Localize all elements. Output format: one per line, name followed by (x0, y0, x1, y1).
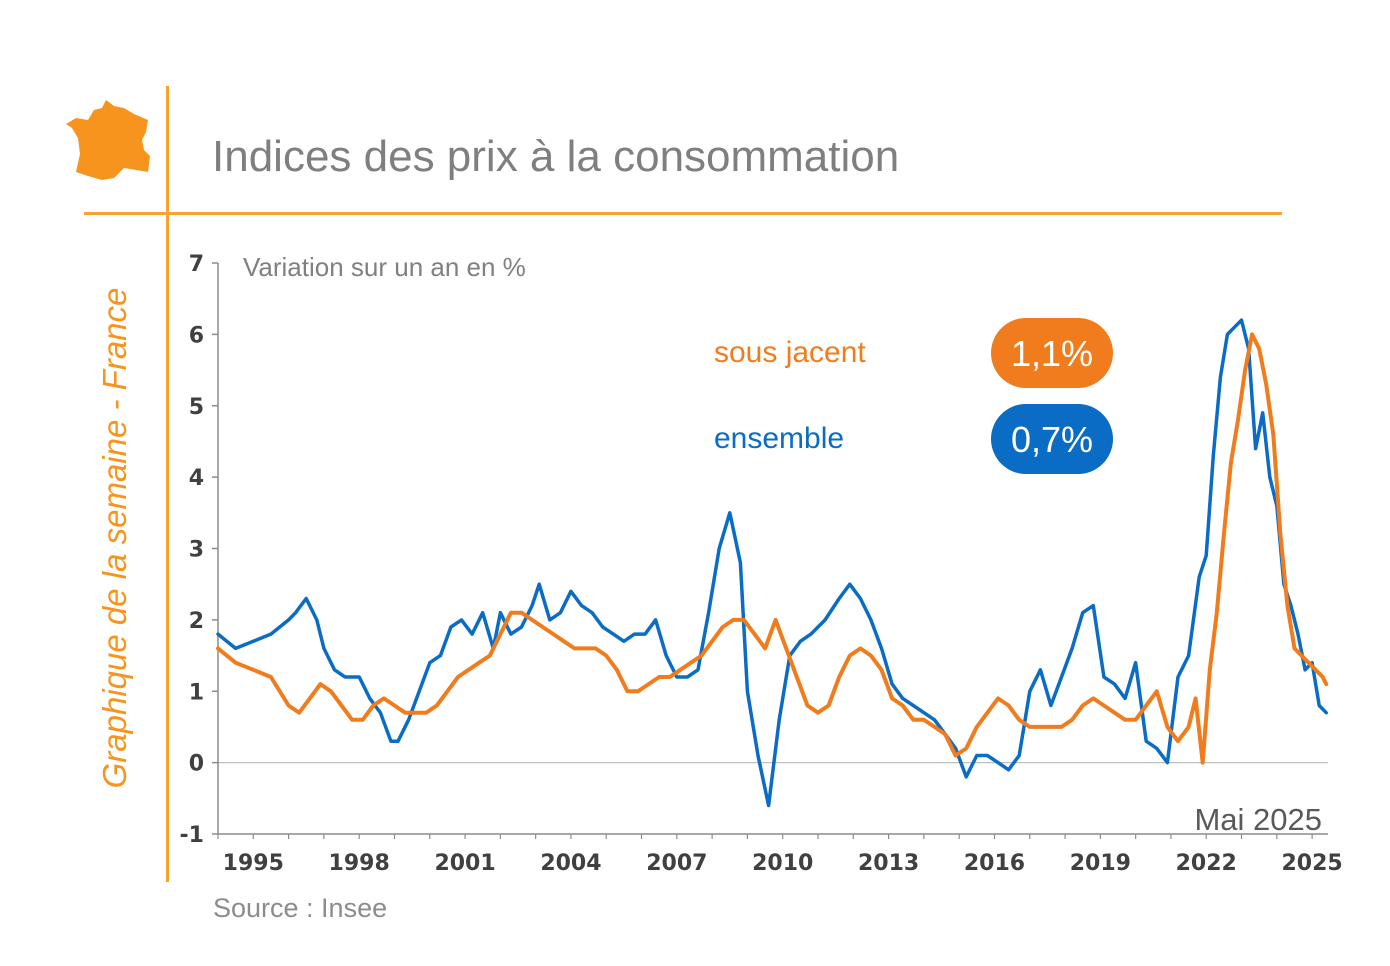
legend-label-ensemble: ensemble (714, 422, 844, 455)
y-tick-label: 6 (189, 323, 204, 348)
x-tick-label: 1995 (223, 851, 284, 876)
legend-badge-sous-jacent (991, 318, 1113, 388)
y-tick-label: 7 (189, 252, 204, 277)
legend-label-sous-jacent: sous jacent (714, 336, 866, 369)
x-tick-label: 2013 (858, 851, 919, 876)
x-tick-label: 2001 (434, 851, 495, 876)
source-note: Source : Insee (213, 893, 388, 923)
x-tick-label: 1998 (329, 851, 390, 876)
x-tick-label: 2025 (1282, 851, 1343, 876)
x-tick-label: 2022 (1176, 851, 1237, 876)
france-map-icon (66, 100, 150, 180)
x-tick-label: 2016 (964, 851, 1025, 876)
series-line-ensemble (216, 318, 1328, 808)
x-tick-label: 2007 (646, 851, 707, 876)
x-tick-label: 2019 (1070, 851, 1131, 876)
y-tick-label: -1 (180, 823, 204, 848)
legend-value-sous-jacent: 1,1% (1011, 333, 1093, 374)
legend-value-ensemble: 0,7% (1011, 419, 1093, 460)
date-annotation: Mai 2025 (1194, 802, 1322, 837)
x-tick-label: 2010 (752, 851, 813, 876)
y-tick-label: 2 (189, 609, 204, 634)
y-tick-label: 3 (189, 538, 204, 563)
y-tick-label: 0 (189, 752, 204, 777)
series-line-sous-jacent (216, 332, 1329, 765)
legend-badge-ensemble (991, 404, 1113, 474)
y-tick-label: 5 (189, 395, 204, 420)
horizontal-divider (84, 212, 1282, 215)
x-tick-label: 2004 (540, 851, 601, 876)
page-title: Indices des prix à la consommation (212, 132, 900, 181)
y-tick-label: 4 (189, 466, 204, 491)
y-tick-label: 1 (189, 680, 204, 705)
y-axis-title: Variation sur un an en % (243, 252, 526, 282)
vertical-divider (166, 86, 169, 882)
